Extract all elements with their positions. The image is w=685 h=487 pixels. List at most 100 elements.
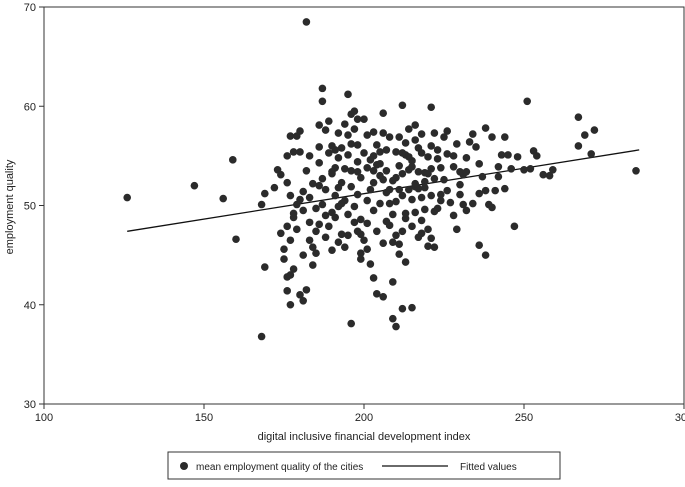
y-tick-label: 30 [24,399,36,411]
scatter-point [280,255,288,263]
scatter-point [475,160,484,168]
scatter-point [350,218,359,227]
scatter-point [229,156,237,164]
scatter-point [357,215,365,224]
scatter-point [424,153,432,161]
scatter-point [376,160,384,168]
scatter-point [321,211,330,220]
scatter-point [315,220,324,229]
scatter-point [574,142,583,150]
scatter-point [449,152,458,160]
scatter-point [398,191,407,200]
scatter-point [376,199,384,208]
scatter-point [190,181,199,190]
y-tick-label: 40 [24,300,36,312]
scatter-point [392,231,400,240]
y-axis-label: employment quality [4,159,16,254]
scatter-point [632,166,640,175]
scatter-point [376,148,384,156]
scatter-point [469,130,477,138]
scatter-point [350,202,359,211]
scatter-point [488,133,496,141]
scatter-point [302,286,311,294]
scatter-point [421,177,429,186]
scatter-point [411,208,420,217]
scatter-point [369,274,378,282]
scatter-point [369,166,378,175]
scatter-point [510,222,519,231]
scatter-point [421,183,429,192]
scatter-point [513,153,522,161]
scatter-point [353,167,362,176]
scatter-point [363,196,372,205]
scatter-point [344,131,352,139]
scatter-point [424,169,432,178]
scatter-point [350,107,359,116]
scatter-point [385,185,394,194]
scatter-point [347,166,356,175]
scatter-point [385,133,394,141]
scatter-point [462,154,471,162]
scatter-point [341,120,349,128]
scatter-point [549,165,557,174]
scatter-point [360,149,368,157]
scatter-point [331,146,340,154]
scatter-point [334,183,343,192]
scatter-point [305,152,314,160]
scatter-point [302,166,311,175]
scatter-point [353,115,362,123]
scatter-point [526,164,535,173]
scatter-point [283,178,292,187]
scatter-point [481,251,490,259]
scatter-point [299,187,308,196]
scatter-point [414,144,423,152]
scatter-point [286,191,295,200]
scatter-point [459,200,468,209]
scatter-point [421,205,429,214]
scatter-point [456,180,464,189]
scatter-point [344,90,352,99]
x-axis-label: digital inclusive financial development … [258,431,471,443]
scatter-point [337,144,346,152]
scatter-point [472,143,480,151]
scatter-point [357,230,365,239]
scatter-point [389,314,397,323]
scatter-point [366,260,375,268]
scatter-point [497,151,506,159]
scatter-point [427,234,436,243]
scatter-point [305,193,314,202]
scatter-point [379,109,388,117]
scatter-point [411,121,420,129]
scatter-point [309,179,317,188]
scatter-point [337,230,346,239]
scatter-point [437,196,445,205]
scatter-point [315,159,324,167]
scatter-point [449,211,458,220]
scatter-point [398,169,407,178]
scatter-point [443,127,452,135]
scatter-point [494,162,503,171]
scatter-point [395,133,404,141]
scatter-point [443,186,452,195]
scatter-point [408,222,416,231]
scatter-point [277,170,285,179]
scatter-point [401,258,410,266]
scatter-point [312,227,320,236]
scatter-point [123,193,131,202]
scatter-point [334,154,343,162]
scatter-point [501,184,509,193]
scatter-point [411,136,420,144]
scatter-point [328,167,336,176]
scatter-point [325,222,333,231]
scatter-point [408,303,416,312]
scatter-point [453,140,461,148]
scatter-point [357,255,365,263]
legend-marker-scatter [180,462,188,470]
scatter-point [590,126,599,134]
scatter-point [437,190,445,199]
scatter-point [379,293,388,301]
scatter-point [321,126,330,134]
legend-label-fitted: Fitted values [460,462,517,473]
scatter-point [478,172,487,181]
